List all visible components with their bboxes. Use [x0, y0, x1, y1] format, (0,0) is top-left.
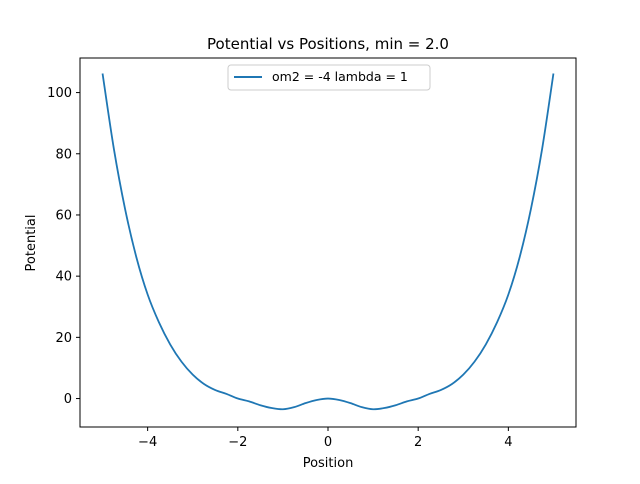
x-tick-label: −2: [228, 435, 247, 450]
y-axis: 0 20 40 60 80 100: [47, 86, 80, 407]
y-tick-label: 40: [55, 270, 72, 285]
y-tick-label: 0: [64, 392, 72, 407]
x-tick-label: −4: [138, 435, 157, 450]
chart-title: Potential vs Positions, min = 2.0: [207, 35, 449, 53]
x-tick-label: 2: [414, 435, 422, 450]
series-line: [101, 73, 555, 411]
x-tick-label: 0: [324, 435, 332, 450]
x-axis-label: Position: [303, 456, 354, 471]
legend-entry-label: om2 = -4 lambda = 1: [272, 69, 408, 84]
y-axis-label: Potential: [24, 215, 39, 272]
y-tick-label: 20: [55, 331, 72, 346]
plot-area: [79, 57, 577, 428]
x-tick-label: 4: [504, 435, 512, 450]
y-tick-label: 60: [55, 208, 72, 223]
legend-box: [227, 64, 431, 91]
y-tick-label: 80: [55, 147, 72, 162]
legend: om2 = -4 lambda = 1: [227, 64, 431, 91]
series-layer: [101, 73, 555, 411]
x-axis: −4 −2 0 2 4: [138, 427, 513, 450]
y-tick-label: 100: [47, 86, 72, 101]
